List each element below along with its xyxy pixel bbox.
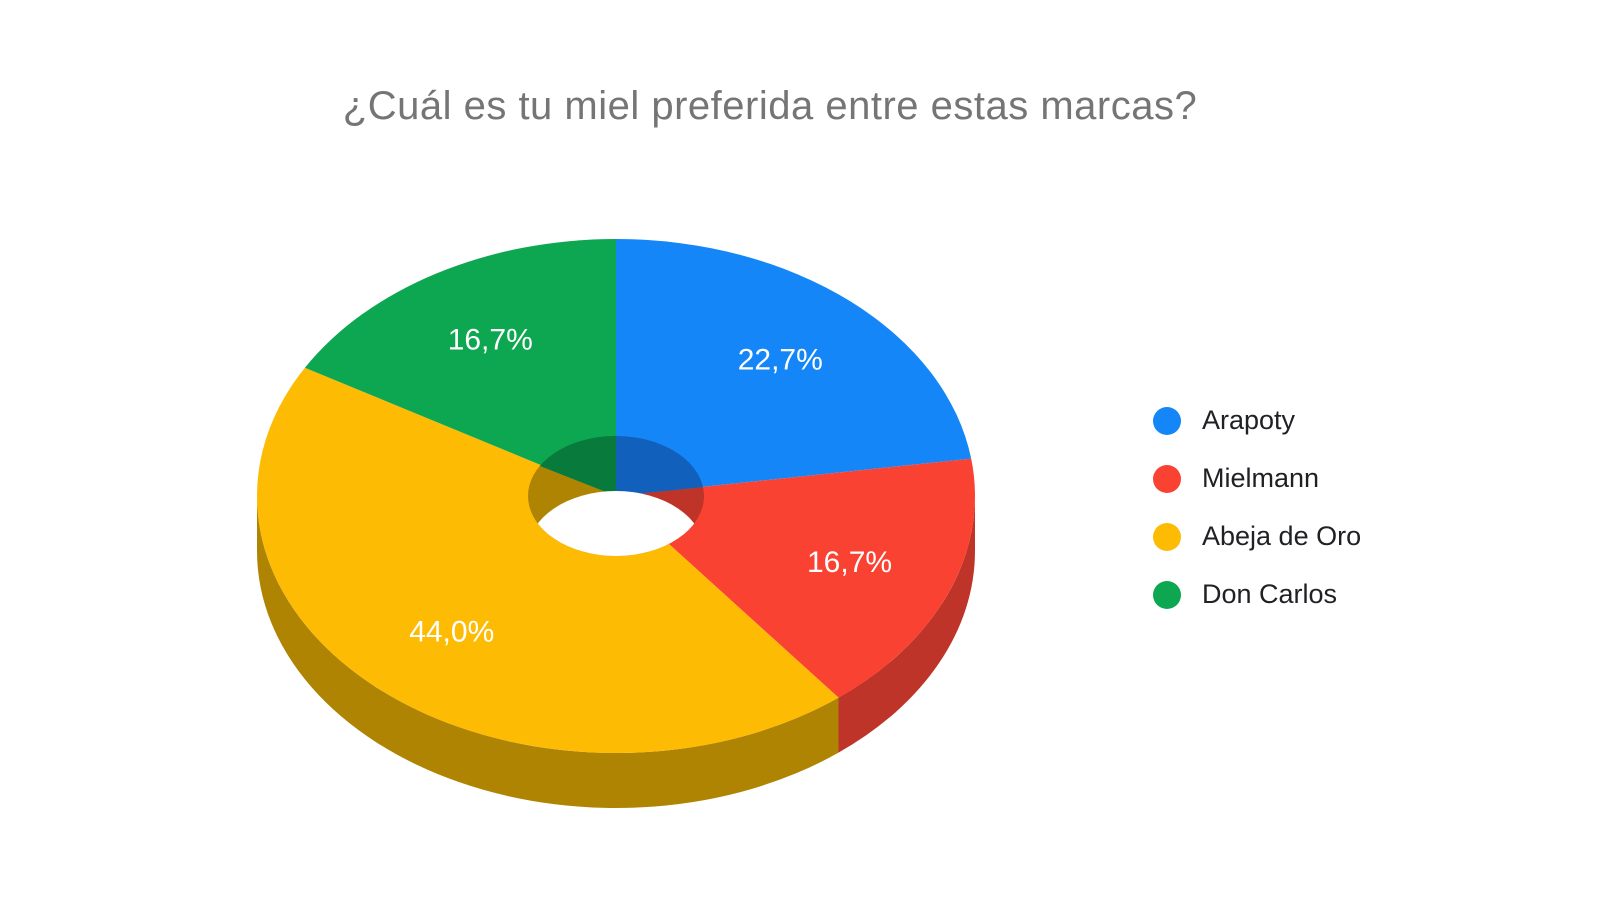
slice-label-mielmann: 16,7% [807,546,892,579]
legend-label: Don Carlos [1202,579,1338,609]
pie-side-mielmann [838,496,975,753]
slice-label-don-carlos: 16,7% [448,324,533,357]
legend-item-don-carlos: Don Carlos [1153,579,1361,610]
slice-label-arapoty: 22,7% [738,343,823,376]
legend-item-mielmann: Mielmann [1153,463,1361,494]
legend-swatch-icon [1153,580,1181,609]
pie-slice-don-carlos [304,239,616,496]
hole-wall-arapoty [616,436,704,496]
legend-label: Arapoty [1202,405,1296,435]
hole-wall-don-carlos [539,436,616,496]
legend-swatch-icon [1153,522,1181,551]
legend-swatch-icon [1153,406,1181,435]
legend-label: Mielmann [1202,463,1320,493]
chart-legend: Arapoty Mielmann Abeja de Oro Don Carlos [1153,405,1361,610]
legend-item-arapoty: Arapoty [1153,405,1361,436]
pie-slice-abeja-de-oro [257,367,839,753]
legend-swatch-icon [1153,464,1181,493]
pie-slice-mielmann [616,458,975,698]
pie-side-abeja-de-oro [257,496,839,808]
legend-item-abeja-de-oro: Abeja de Oro [1153,521,1361,552]
chart-title: ¿Cuál es tu miel preferida entre estas m… [342,84,1198,128]
slice-label-abeja-de-oro: 44,0% [409,616,494,649]
pie-slice-arapoty [616,239,972,496]
legend-label: Abeja de Oro [1202,521,1362,551]
hole-floor [528,491,704,556]
